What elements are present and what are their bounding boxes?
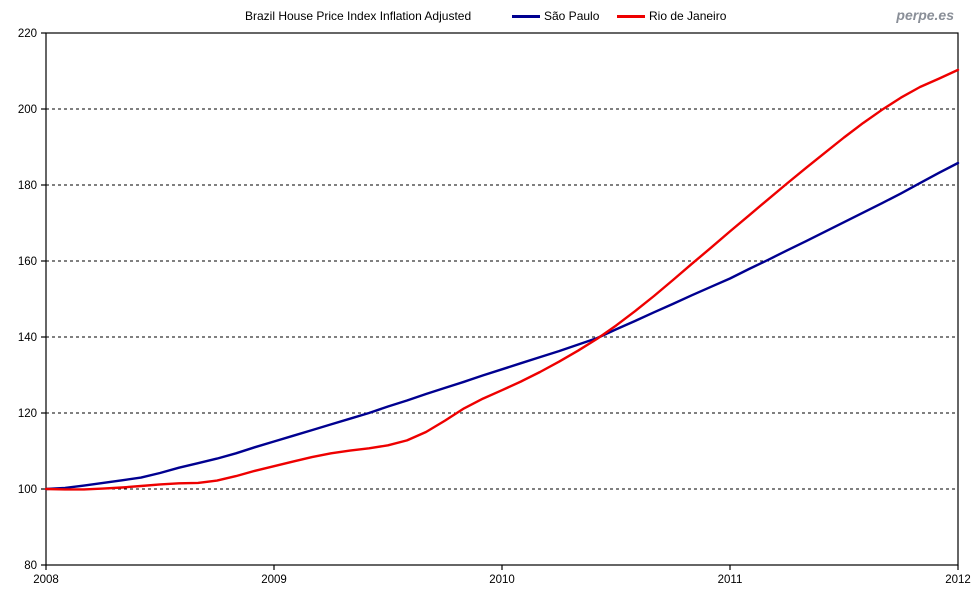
legend-item-sao-paulo: São Paulo [512,9,599,23]
sao-paulo-line-swatch [512,14,540,18]
x-axis: 2008 2009 2010 2011 2012 [33,565,971,586]
y-axis-label: 180 [18,180,37,192]
y-axis-label: 220 [18,28,37,40]
y-axis-label: 80 [24,560,37,572]
series-line-s-o-paulo [44,161,960,491]
y-axis-label: 120 [18,408,37,420]
x-axis-label: 2012 [945,574,971,586]
legend-item-rio-de-janeiro: Rio de Janeiro [617,9,726,23]
y-axis-label: 140 [18,332,37,344]
y-axis-label: 100 [18,484,37,496]
watermark: perpe.es [896,7,954,23]
x-axis-label: 2010 [489,574,515,586]
x-axis-label: 2008 [33,574,59,586]
series-line-rio-de-janeiro [44,68,960,491]
y-axis-label: 160 [18,256,37,268]
plot-border [45,32,959,566]
chart-title: Brazil House Price Index Inflation Adjus… [245,9,472,23]
x-axis-label: 2011 [718,574,743,586]
y-axis: 80 100 120 140 160 180 200 220 [18,28,46,572]
x-axis-label: 2009 [261,574,287,586]
y-axis-label: 200 [18,104,37,116]
rio-de-janeiro-line-swatch [617,14,645,18]
gridlines [46,108,958,490]
legend-label-rio-de-janeiro: Rio de Janeiro [649,9,727,23]
legend-label-sao-paulo: São Paulo [544,9,600,23]
